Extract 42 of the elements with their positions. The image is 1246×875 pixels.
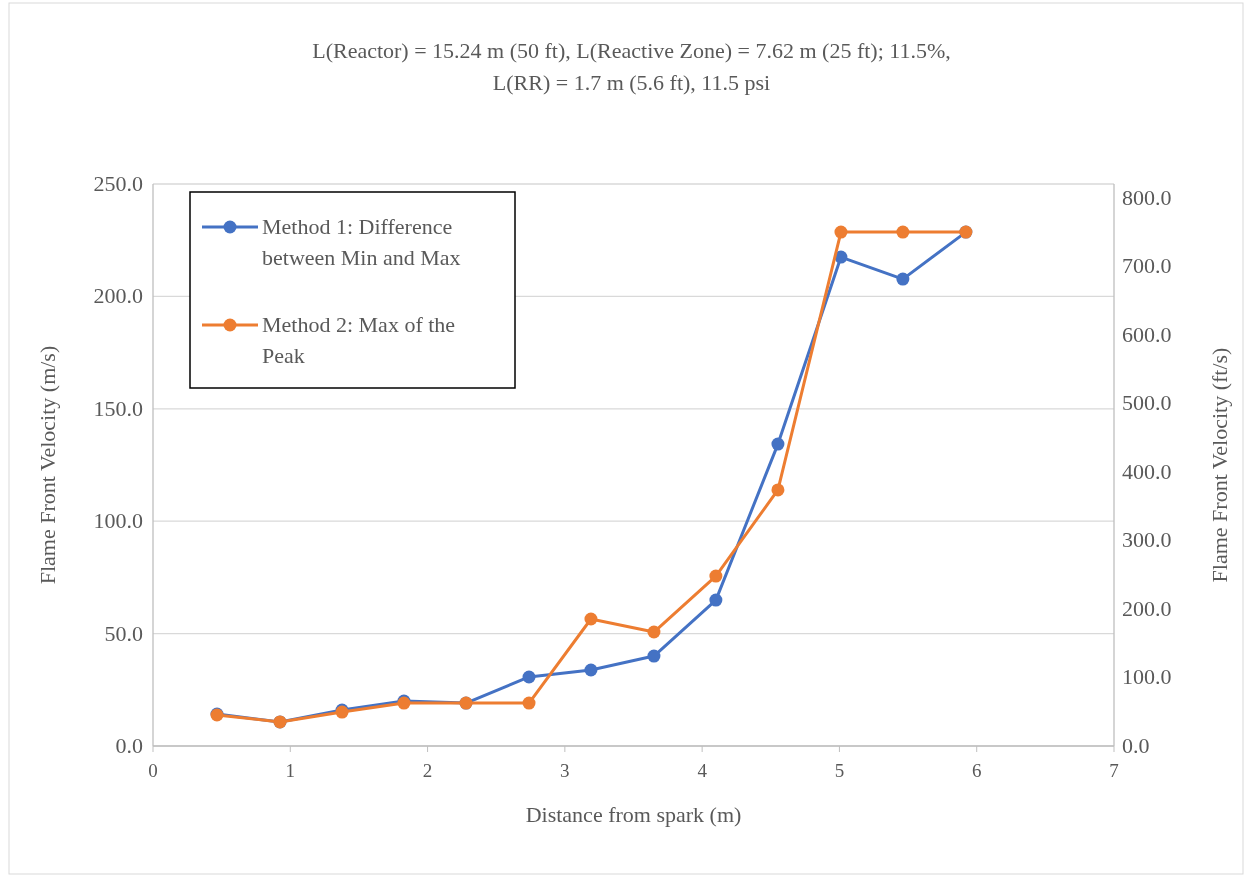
legend-label: Method 1: Difference between Min and Max xyxy=(262,214,461,270)
x-tick-label: 7 xyxy=(1109,760,1119,781)
x-tick-label: 6 xyxy=(971,760,982,781)
y2-tick-label: 200.0 xyxy=(1122,595,1172,621)
point xyxy=(584,612,598,626)
point xyxy=(584,663,598,677)
point xyxy=(522,696,536,710)
y2-tick-label: 300.0 xyxy=(1122,527,1172,553)
point xyxy=(771,437,785,451)
legend-label: Method 2: Max of the Peak xyxy=(262,312,456,368)
y-tick-label: 250.0 xyxy=(93,171,143,196)
x-tick-label: 4 xyxy=(697,760,708,781)
point xyxy=(647,649,661,663)
y-tick-label: 200.0 xyxy=(93,283,143,309)
point xyxy=(896,225,910,239)
x-tick-label: 5 xyxy=(834,760,845,781)
point xyxy=(896,272,910,286)
x-axis-title: Distance from spark (m) xyxy=(525,802,742,827)
x-tick-label: 3 xyxy=(560,760,570,781)
point xyxy=(709,569,723,583)
y2-tick-label: 0.0 xyxy=(1122,733,1150,758)
y-tick-label: 150.0 xyxy=(93,395,143,421)
point xyxy=(647,625,661,639)
y2-tick-label: 800.0 xyxy=(1122,184,1172,210)
y-tick-label: 0.0 xyxy=(115,733,143,758)
point xyxy=(771,483,785,497)
y2-tick-label: 100.0 xyxy=(1122,664,1172,690)
y-tick-label: 100.0 xyxy=(93,508,143,534)
point xyxy=(522,670,536,684)
point xyxy=(834,225,848,239)
x-tick-label: 1 xyxy=(285,760,296,781)
y2-tick-label: 700.0 xyxy=(1122,253,1172,279)
chart-title: L(Reactor) = 15.24 m (50 ft), L(Reactive Zone) = 7.62 m (25 ft); 11.5%, L(RR) = 1.7 m (5.6 ft), 11.5 psi xyxy=(312,38,951,95)
y2-axis-title: Flame Front Velocity (ft/s) xyxy=(1207,347,1232,583)
y-tick-label: 50.0 xyxy=(104,620,143,646)
y2-tick-label: 500.0 xyxy=(1122,390,1172,416)
x-tick-label: 2 xyxy=(422,760,433,781)
y-axis-title: Flame Front Velocity (m/s) xyxy=(35,345,60,585)
y2-tick-label: 400.0 xyxy=(1122,458,1172,484)
x-tick-label: 0 xyxy=(148,760,158,781)
point xyxy=(709,593,723,607)
y2-tick-label: 600.0 xyxy=(1122,321,1172,347)
